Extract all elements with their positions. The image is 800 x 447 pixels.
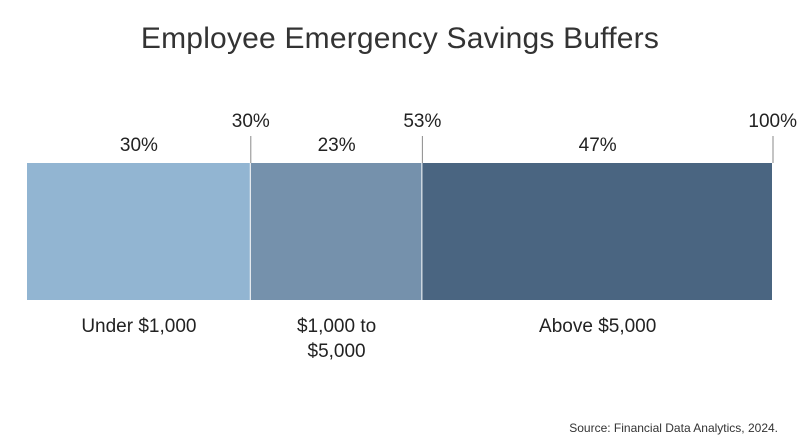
value-label-3: 47% xyxy=(579,135,617,156)
value-label-1: 30% xyxy=(120,135,158,156)
bar-segment-1 xyxy=(27,163,251,300)
value-label-2: 23% xyxy=(318,135,356,156)
cumulative-label-2: 53% xyxy=(403,111,441,132)
category-label-2-line-1: $1,000 to xyxy=(297,316,376,337)
category-label-3: Above $5,000 xyxy=(539,316,656,337)
bar-segment-2 xyxy=(250,163,423,300)
category-label-2-line-2: $5,000 xyxy=(308,341,366,362)
cumulative-label-1: 30% xyxy=(232,111,270,132)
category-label-1: Under $1,000 xyxy=(81,316,196,337)
bar-segment-3 xyxy=(422,163,773,300)
chart-title: Employee Emergency Savings Buffers xyxy=(140,22,660,55)
source-note: Source: Financial Data Analytics, 2024. xyxy=(569,421,778,435)
cumulative-label-3: 100% xyxy=(748,111,797,132)
